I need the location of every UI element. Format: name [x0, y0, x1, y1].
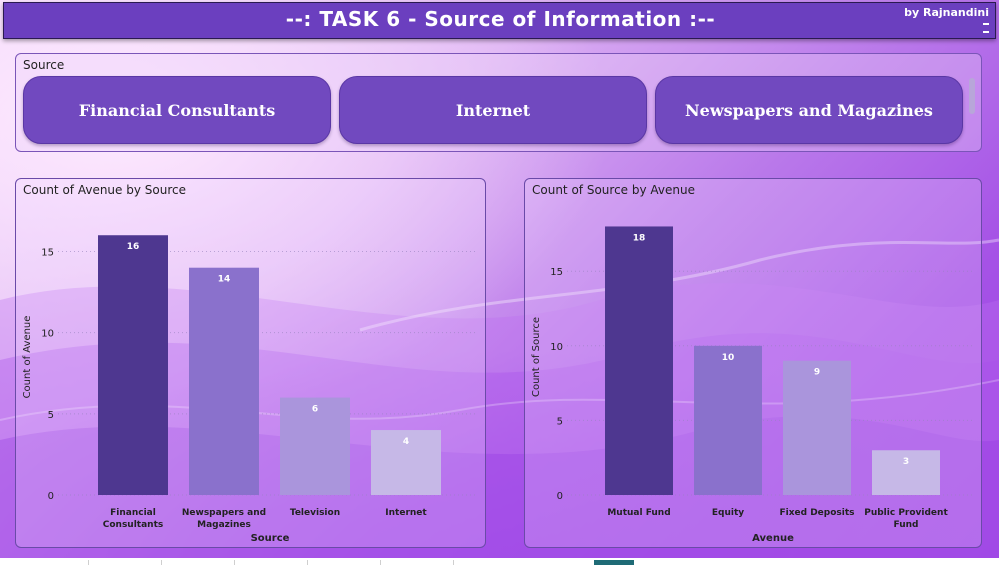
y-axis-label: Count of Avenue	[22, 316, 33, 399]
chart-panel-source-by-avenue: Count of Source by Avenue 0 5 10 15 Count of…	[524, 178, 982, 548]
x-tick-label: Mutual Fund	[607, 508, 670, 518]
bar	[371, 430, 441, 495]
x-tick-label: Magazines	[197, 520, 251, 530]
slicer-option-financial-consultants[interactable]: Financial Consultants	[23, 76, 331, 144]
y-tick-label: 10	[550, 342, 563, 353]
y-tick-label: 15	[550, 267, 563, 278]
y-axis-label: Count of Source	[531, 317, 542, 397]
x-tick-label: Newspapers and	[182, 508, 266, 518]
y-tick-label: 5	[557, 416, 563, 427]
page-tab-active[interactable]	[594, 560, 634, 565]
source-slicer: Source Financial Consultants Internet Ne…	[15, 53, 982, 152]
y-tick-label: 0	[48, 491, 54, 502]
page-tab[interactable]	[234, 560, 235, 565]
data-label: 18	[633, 233, 646, 243]
y-tick-label: 0	[557, 491, 563, 502]
bar	[783, 360, 851, 495]
bar	[872, 450, 940, 495]
x-tick-label: Consultants	[103, 520, 164, 530]
bar-chart-source-by-avenue: 0 5 10 15 Count of Source 18 Mutual Fund 10 Equi…	[531, 226, 973, 544]
chart-panel-avenue-by-source: Count of Avenue by Source 0 5 10 15 Count of…	[15, 178, 486, 548]
slicer-scrollbar[interactable]	[969, 78, 975, 114]
bar-chart-avenue-by-source: 0 5 10 15 Count of Avenue 16 Financial Consulta…	[22, 235, 476, 544]
x-tick-label: Fund	[894, 520, 919, 530]
data-label: 10	[722, 353, 735, 363]
title-bar: --: TASK 6 - Source of Information :-- b…	[3, 2, 996, 39]
chart-title: Count of Source by Avenue	[532, 183, 695, 197]
page-tab[interactable]	[88, 560, 89, 565]
data-label: 9	[814, 368, 820, 378]
page-tab[interactable]	[161, 560, 162, 565]
data-label: 14	[218, 275, 231, 285]
chart-title: Count of Avenue by Source	[23, 183, 186, 197]
y-tick-label: 5	[48, 410, 54, 421]
menu-mark-icon	[983, 31, 989, 33]
x-tick-label: Fixed Deposits	[779, 508, 854, 518]
page-tabs-strip	[0, 558, 999, 565]
x-tick-label: Equity	[712, 508, 744, 518]
data-label: 16	[127, 242, 140, 252]
data-label: 3	[903, 457, 909, 467]
bar	[280, 397, 350, 495]
y-tick-label: 10	[41, 329, 54, 340]
slicer-option-internet[interactable]: Internet	[339, 76, 647, 144]
x-axis-label: Avenue	[752, 533, 794, 544]
slicer-option-newspapers-and-magazines[interactable]: Newspapers and Magazines	[655, 76, 963, 144]
bar	[98, 235, 168, 495]
x-tick-label: Public Provident	[864, 508, 948, 518]
author-byline: by Rajnandini	[904, 6, 989, 19]
page-tab[interactable]	[453, 560, 454, 565]
x-tick-label: Internet	[385, 508, 427, 518]
x-tick-label: Financial	[110, 508, 156, 518]
y-tick-label: 15	[41, 247, 54, 258]
page-tab[interactable]	[380, 560, 381, 565]
menu-mark-icon	[983, 23, 989, 25]
slicer-title: Source	[23, 58, 65, 72]
x-axis-label: Source	[251, 533, 290, 544]
data-label: 4	[403, 437, 409, 447]
x-tick-label: Television	[290, 508, 340, 518]
data-label: 6	[312, 405, 318, 415]
bar	[605, 226, 673, 495]
page-title: --: TASK 6 - Source of Information :--	[285, 7, 716, 31]
bar	[189, 267, 259, 495]
page-tab[interactable]	[307, 560, 308, 565]
bar	[694, 345, 762, 495]
